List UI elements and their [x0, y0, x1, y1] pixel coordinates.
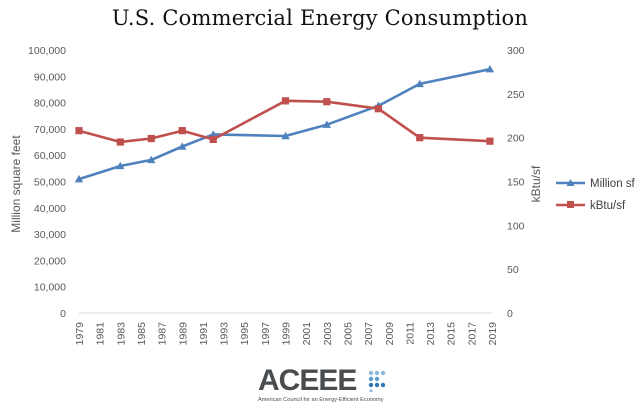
data-point-million-sf: [322, 120, 331, 128]
y-left-tick-label: 60,000: [34, 150, 66, 162]
y-left-tick-label: 20,000: [34, 255, 66, 267]
data-point-kbtu-sf: [281, 97, 290, 105]
data-point-million-sf: [485, 64, 495, 73]
y-right-tick-label: 100: [507, 220, 525, 232]
y-right-tick-label: 50: [507, 264, 519, 276]
data-point-million-sf: [74, 174, 84, 183]
x-tick-label: 1981: [95, 322, 107, 346]
x-tick-label: 1979: [74, 322, 86, 346]
series-line-kbtu-sf: [78, 99, 490, 144]
legend-marker-square-icon: [567, 201, 574, 208]
y-left-tick-label: 50,000: [34, 177, 66, 189]
chart-title: U.S. Commercial Energy Consumption: [111, 6, 529, 30]
y-left-tick-label: 40,000: [34, 203, 66, 215]
legend-label-kbtu-sf: kBtu/sf: [590, 200, 626, 212]
data-point-million-sf: [209, 130, 218, 138]
y-left-tick-labels: 0 10,000 20,000 30,000 40,000 50,000 60,000 70,…: [28, 45, 66, 320]
data-point-kbtu-sf: [374, 105, 383, 113]
x-tick-label: 2003: [322, 322, 334, 346]
logo-dots-icon: [368, 370, 386, 392]
y-right-tick-label: 0: [507, 308, 513, 320]
data-point-kbtu-sf: [323, 98, 331, 106]
x-tick-label: 1987: [157, 322, 169, 346]
x-tick-labels: 1979 1981 1983 1985 1987 1989 1991 1993 1995 1997…: [74, 322, 499, 346]
data-point-kbtu-sf: [486, 137, 494, 145]
legend-label-million-sf: Million sf: [590, 178, 636, 190]
legend: Million sf kBtu/sf: [556, 178, 636, 212]
series-layer: [74, 64, 495, 183]
y-left-tick-label: 0: [60, 308, 66, 320]
logo-tagline: American Council for an Energy-Efficient…: [258, 397, 384, 403]
x-tick-label: 2017: [466, 322, 478, 346]
x-tick-label: 1991: [198, 322, 210, 346]
x-tick-label: 2011: [404, 322, 416, 345]
x-tick-label: 2019: [487, 322, 499, 346]
x-tick-label: 1995: [239, 322, 251, 346]
legend-marker-triangle-icon: [566, 179, 575, 186]
y-right-tick-label: 200: [507, 133, 525, 145]
y-right-tick-labels: 0 50 100 150 200 250 300: [507, 45, 525, 320]
x-tick-label: 1985: [136, 322, 148, 346]
x-tick-label: 2013: [425, 322, 437, 346]
data-point-kbtu-sf: [75, 127, 83, 135]
data-point-million-sf: [415, 79, 424, 88]
data-point-kbtu-sf: [209, 135, 217, 144]
data-point-million-sf: [178, 142, 187, 150]
data-point-kbtu-sf: [178, 127, 186, 135]
x-tick-label: 1999: [281, 322, 293, 346]
chart-plot: 0 10,000 20,000 30,000 40,000 50,000 60,000 70,…: [9, 45, 636, 346]
legend-item-million-sf: Million sf: [556, 178, 636, 190]
y-left-tick-label: 90,000: [34, 71, 66, 83]
y-right-tick-label: 250: [507, 89, 525, 101]
y-left-tick-label: 80,000: [34, 98, 66, 110]
y-right-tick-label: 150: [507, 177, 525, 189]
x-tick-label: 2007: [363, 322, 375, 346]
y-axis-left-title: Million square feet: [9, 135, 23, 233]
data-point-kbtu-sf: [416, 134, 424, 142]
data-point-million-sf: [116, 161, 125, 170]
x-tick-label: 1993: [219, 322, 231, 346]
legend-item-kbtu-sf: kBtu/sf: [556, 200, 626, 212]
series-line-million-sf: [78, 67, 491, 181]
data-point-million-sf: [147, 155, 156, 164]
x-tick-label: 1989: [177, 322, 189, 346]
x-tick-label: 2009: [384, 322, 396, 346]
logo-wordmark: ACEEE: [258, 364, 357, 397]
x-tick-label: 2005: [342, 322, 354, 346]
x-tick-label: 1983: [115, 322, 127, 346]
aceee-logo: ACEEE American Council for an Energy-Eff…: [258, 366, 388, 412]
y-left-tick-label: 30,000: [34, 229, 66, 241]
y-left-tick-label: 70,000: [34, 124, 66, 136]
y-left-tick-label: 100,000: [28, 45, 66, 57]
x-tick-label: 2015: [446, 322, 458, 346]
y-right-tick-label: 300: [507, 45, 525, 57]
x-tick-label: 2001: [301, 322, 313, 346]
data-point-kbtu-sf: [147, 134, 155, 143]
y-axis-right-title: kBtu/sf: [529, 165, 543, 202]
data-point-million-sf: [281, 131, 290, 140]
data-point-kbtu-sf: [116, 138, 124, 146]
y-left-tick-label: 10,000: [34, 282, 66, 294]
x-tick-label: 1997: [260, 322, 272, 346]
